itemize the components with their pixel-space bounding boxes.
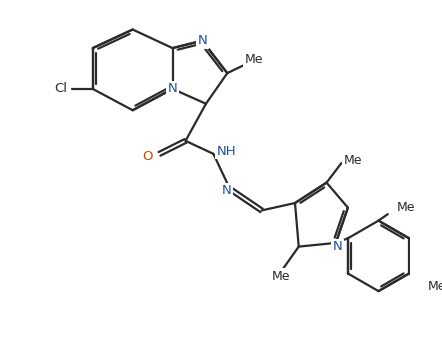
Text: Me: Me (427, 280, 442, 293)
Text: Cl: Cl (55, 82, 68, 95)
Text: Me: Me (272, 270, 290, 283)
Text: NH: NH (217, 144, 237, 158)
Text: N: N (168, 82, 177, 95)
Text: N: N (333, 240, 343, 253)
Text: Me: Me (343, 154, 362, 167)
Text: N: N (198, 34, 207, 47)
Text: Me: Me (397, 201, 415, 214)
Text: Me: Me (245, 53, 263, 66)
Text: O: O (143, 150, 153, 163)
Text: N: N (221, 185, 231, 197)
